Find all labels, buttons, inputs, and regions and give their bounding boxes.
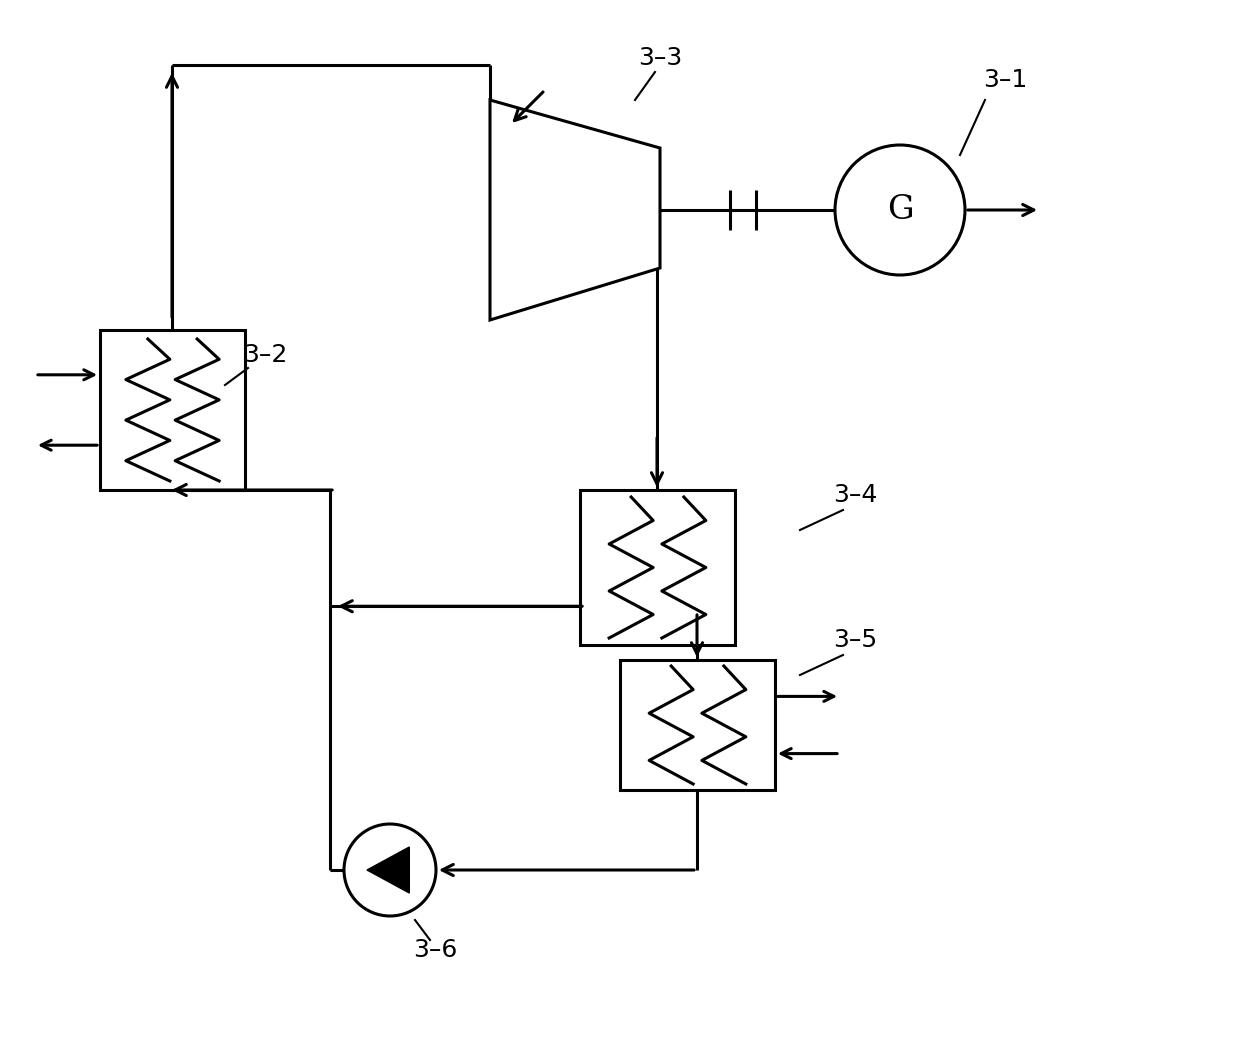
Bar xyxy=(620,660,775,790)
Polygon shape xyxy=(367,847,409,893)
Bar xyxy=(100,330,246,490)
Text: 3–1: 3–1 xyxy=(983,68,1027,92)
Text: 3–3: 3–3 xyxy=(637,46,682,70)
Bar xyxy=(580,490,735,645)
Text: 3–6: 3–6 xyxy=(413,937,458,962)
Text: 3–5: 3–5 xyxy=(833,628,877,652)
Text: 3–2: 3–2 xyxy=(243,343,288,367)
Text: G: G xyxy=(887,194,914,226)
Text: 3–4: 3–4 xyxy=(833,483,877,507)
